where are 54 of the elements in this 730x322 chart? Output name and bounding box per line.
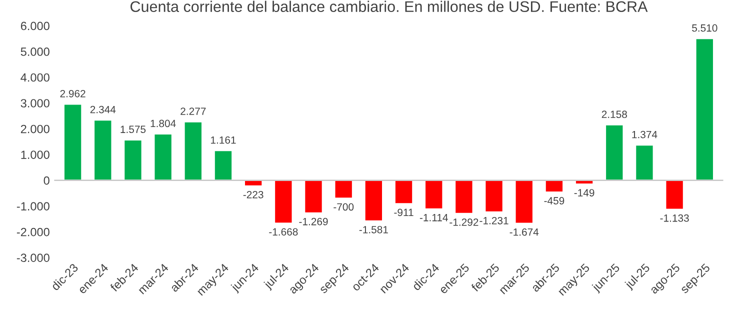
data-label: -1.668: [269, 228, 298, 236]
chart-title: Cuenta corriente del balance cambiario. En millones de USD. Fuente: BCRA: [130, 0, 648, 12]
bar: [454, 180, 474, 214]
data-label: -223: [243, 190, 264, 198]
bar: [484, 180, 504, 213]
bar: [514, 180, 534, 224]
y-tick-label: -3.000: [16, 254, 50, 262]
data-label: -149: [574, 189, 594, 196]
bar: [93, 119, 113, 182]
y-tick-label: -1.000: [16, 202, 50, 210]
bar: [544, 180, 564, 193]
bar: [604, 124, 624, 182]
data-label: 1.804: [150, 120, 176, 128]
data-label: -700: [334, 203, 354, 211]
bar: [63, 103, 83, 182]
data-label: -459: [544, 197, 564, 204]
data-label: -1.114: [420, 214, 448, 222]
bar: [634, 144, 654, 182]
bar: [394, 180, 414, 204]
bar: [183, 120, 203, 182]
data-label: -1.674: [510, 228, 539, 236]
bar: [334, 180, 354, 200]
bar: [123, 139, 143, 182]
bar: [304, 180, 324, 214]
data-label: 1.161: [211, 136, 236, 144]
y-tick-label: 1.000: [21, 150, 50, 159]
bar: [424, 180, 444, 210]
data-label: -1.231: [480, 216, 508, 224]
bar: [153, 133, 173, 182]
bar: [364, 180, 384, 222]
bar: [244, 180, 264, 187]
bar: [664, 180, 684, 210]
data-label: -911: [394, 208, 414, 216]
data-label: 1.374: [632, 130, 658, 138]
data-label: -1.269: [299, 218, 328, 226]
y-tick-label: 2.000: [20, 124, 50, 134]
data-label: 2.158: [602, 110, 627, 118]
y-tick-label: 4.000: [20, 73, 50, 82]
bar: [694, 38, 714, 182]
data-label: 5.510: [692, 24, 718, 32]
y-tick-label: 6.000: [20, 22, 50, 30]
data-label: 1.575: [120, 126, 146, 134]
data-label: -1.581: [359, 226, 388, 234]
data-label: -1.292: [450, 218, 478, 226]
y-tick-label: 5.000: [20, 48, 50, 56]
data-label: -1.133: [660, 214, 689, 222]
data-label: 2.344: [90, 106, 116, 114]
data-label: 2.277: [180, 108, 206, 115]
bar: [214, 150, 233, 182]
y-tick-label: 0: [44, 176, 50, 185]
bar: [274, 180, 294, 224]
y-tick-label: -2.000: [16, 228, 50, 236]
data-label: 2.962: [60, 90, 86, 98]
y-tick-label: 3.000: [20, 99, 50, 108]
